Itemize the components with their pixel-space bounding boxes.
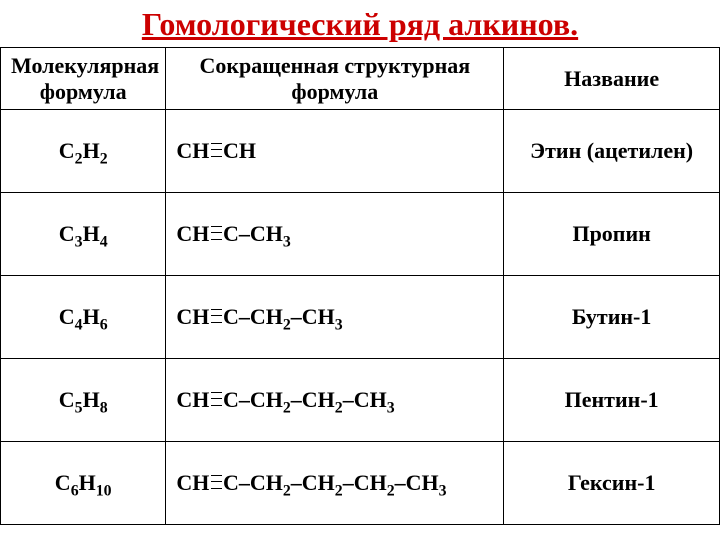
mol-h-sub: 10 [96, 482, 112, 499]
col-header-molecular: Молекулярная формула [1, 48, 166, 110]
cell-name: Пропин [504, 193, 720, 276]
mol-c-sub: 6 [71, 482, 79, 499]
cell-structural: CHC–CH2–CH2–CH3 [166, 359, 504, 442]
mol-h-sub: 2 [100, 150, 108, 167]
mol-c-sub: 3 [75, 233, 83, 250]
col-header-molecular-l2: формула [40, 79, 127, 104]
cell-structural: CHC–CH2–CH2–CH2–CH3 [166, 442, 504, 525]
mol-h-sub: 6 [100, 316, 108, 333]
mol-h-sub: 4 [100, 233, 108, 250]
cell-molecular: C4H6 [1, 276, 166, 359]
col-header-structural-l2: формула [291, 79, 378, 104]
cell-name: Бутин-1 [504, 276, 720, 359]
table-header-row: Молекулярная формула Сокращенная структу… [1, 48, 720, 110]
table-body: C2H2 CHCH Этин (ацетилен) C3H4 CHC–CH3 П… [1, 110, 720, 525]
table-row: C6H10 CHC–CH2–CH2–CH2–CH3 Гексин-1 [1, 442, 720, 525]
col-header-name-l1: Название [564, 66, 659, 91]
cell-structural: CHCH [166, 110, 504, 193]
col-header-structural-l1: Сокращенная структурная [199, 53, 470, 78]
col-header-name: Название [504, 48, 720, 110]
cell-molecular: C2H2 [1, 110, 166, 193]
cell-structural: CHC–CH3 [166, 193, 504, 276]
mol-c-sub: 4 [75, 316, 83, 333]
cell-molecular: C3H4 [1, 193, 166, 276]
cell-structural: CHC–CH2–CH3 [166, 276, 504, 359]
col-header-structural: Сокращенная структурная формула [166, 48, 504, 110]
table-row: C4H6 CHC–CH2–CH3 Бутин-1 [1, 276, 720, 359]
table-row: C3H4 CHC–CH3 Пропин [1, 193, 720, 276]
mol-c-sub: 2 [75, 150, 83, 167]
table-row: C5H8 CHC–CH2–CH2–CH3 Пентин-1 [1, 359, 720, 442]
cell-name: Гексин-1 [504, 442, 720, 525]
cell-name: Пентин-1 [504, 359, 720, 442]
table-row: C2H2 CHCH Этин (ацетилен) [1, 110, 720, 193]
alkynes-table: Молекулярная формула Сокращенная структу… [0, 47, 720, 525]
cell-molecular: C6H10 [1, 442, 166, 525]
cell-name: Этин (ацетилен) [504, 110, 720, 193]
page-title: Гомологический ряд алкинов. [0, 0, 720, 47]
mol-c-sub: 5 [75, 399, 83, 416]
cell-molecular: C5H8 [1, 359, 166, 442]
col-header-molecular-l1: Молекулярная [11, 53, 159, 78]
mol-h-sub: 8 [100, 399, 108, 416]
